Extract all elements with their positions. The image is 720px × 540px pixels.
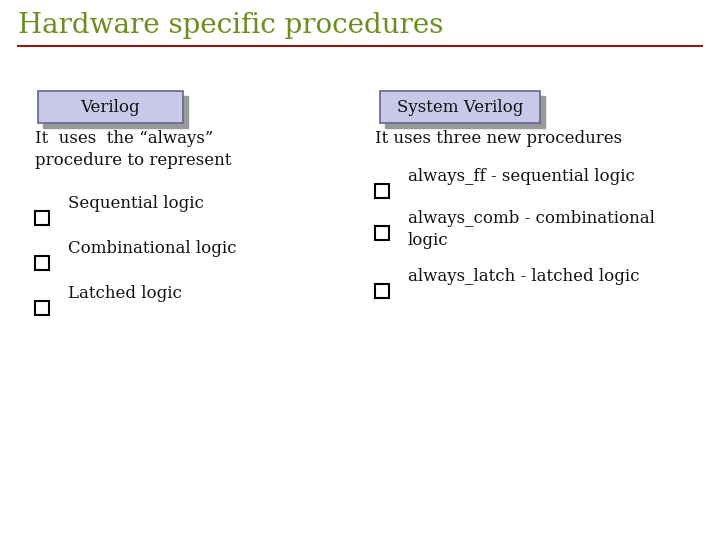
- FancyBboxPatch shape: [35, 211, 49, 225]
- Text: always_ff - sequential logic: always_ff - sequential logic: [408, 168, 635, 185]
- Text: always_latch - latched logic: always_latch - latched logic: [408, 268, 639, 285]
- Text: Verilog: Verilog: [80, 98, 140, 116]
- FancyBboxPatch shape: [35, 256, 49, 270]
- FancyBboxPatch shape: [375, 284, 389, 298]
- Text: It uses three new procedures: It uses three new procedures: [375, 130, 622, 147]
- Text: Sequential logic: Sequential logic: [68, 195, 204, 212]
- Text: procedure to represent: procedure to represent: [35, 152, 231, 169]
- Text: Hardware specific procedures: Hardware specific procedures: [18, 12, 444, 39]
- FancyBboxPatch shape: [42, 96, 187, 128]
- FancyBboxPatch shape: [380, 91, 540, 123]
- FancyBboxPatch shape: [385, 96, 545, 128]
- Text: always_comb - combinational
logic: always_comb - combinational logic: [408, 210, 655, 249]
- FancyBboxPatch shape: [35, 301, 49, 315]
- Text: System Verilog: System Verilog: [397, 98, 523, 116]
- Text: Latched logic: Latched logic: [68, 285, 182, 302]
- Text: It  uses  the “always”: It uses the “always”: [35, 130, 213, 147]
- FancyBboxPatch shape: [375, 184, 389, 198]
- Text: Combinational logic: Combinational logic: [68, 240, 236, 257]
- FancyBboxPatch shape: [37, 91, 182, 123]
- FancyBboxPatch shape: [375, 226, 389, 240]
